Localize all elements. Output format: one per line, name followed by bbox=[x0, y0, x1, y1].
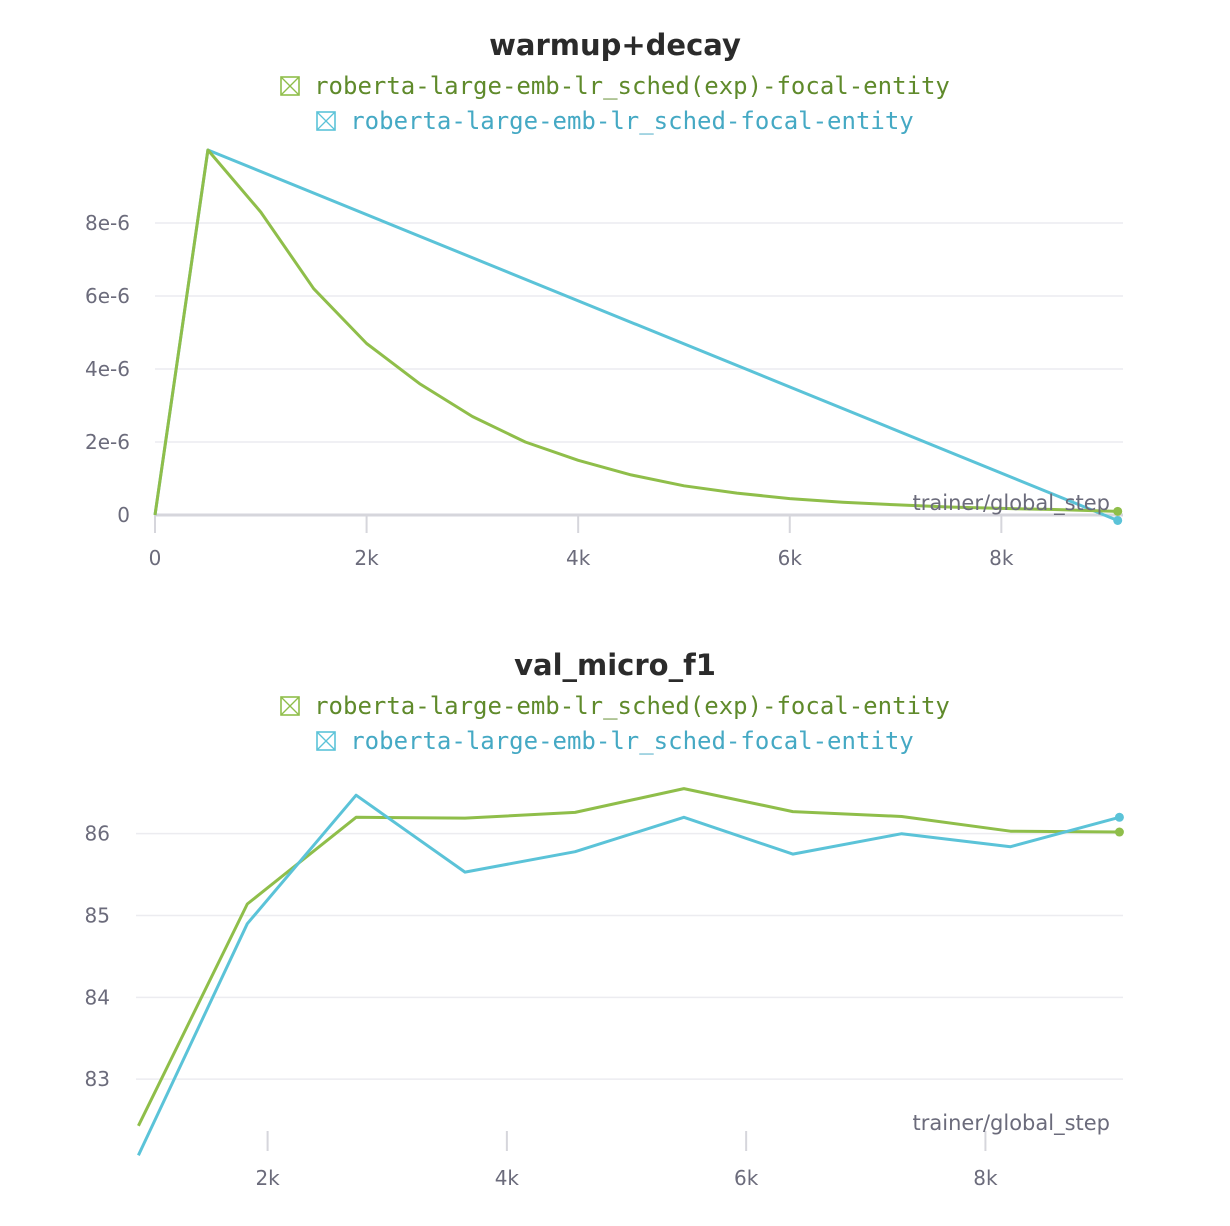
chart-panel-val-micro-f1: val_micro_f1 roberta-large-emb-lr_sched(… bbox=[0, 620, 1230, 1226]
x-tick-label: 8k bbox=[989, 546, 1014, 570]
y-tick-label: 6e-6 bbox=[85, 284, 130, 308]
legend-item-exp[interactable]: roberta-large-emb-lr_sched(exp)-focal-en… bbox=[0, 692, 1230, 720]
series-end-point bbox=[1114, 827, 1124, 837]
legend-item-exp[interactable]: roberta-large-emb-lr_sched(exp)-focal-en… bbox=[0, 72, 1230, 100]
legend-label: roberta-large-emb-lr_sched(exp)-focal-en… bbox=[314, 72, 950, 100]
chart-title: warmup+decay bbox=[489, 28, 741, 62]
chart-panel-warmup-decay: warmup+decay roberta-large-emb-lr_sched(… bbox=[0, 0, 1230, 600]
y-tick-label: 8e-6 bbox=[85, 211, 130, 235]
y-tick-label: 0 bbox=[117, 503, 130, 527]
series-line bbox=[153, 148, 1119, 522]
x-tick-label: 4k bbox=[495, 1166, 520, 1190]
y-tick-label: 86 bbox=[85, 822, 110, 846]
legend-label: roberta-large-emb-lr_sched(exp)-focal-en… bbox=[314, 692, 950, 720]
series-line bbox=[137, 787, 1120, 1127]
legend-label: roberta-large-emb-lr_sched-focal-entity bbox=[350, 727, 914, 755]
legend-toggle-icon[interactable] bbox=[316, 731, 337, 751]
x-tick-label: 2k bbox=[255, 1166, 280, 1190]
x-axis-label: trainer/global_step bbox=[913, 1111, 1110, 1136]
y-tick-label: 4e-6 bbox=[85, 357, 130, 381]
x-tick-label: 0 bbox=[149, 546, 162, 570]
series-end-point bbox=[1113, 506, 1123, 516]
plot-area[interactable]: 0 2e-6 4e-6 6e-6 8e-6 0 2k 4k 6k 8k trainer/global… bbox=[0, 0, 1230, 600]
legend-item-linear[interactable]: roberta-large-emb-lr_sched-focal-entity bbox=[0, 107, 1230, 135]
plot-area[interactable]: 83 84 85 86 2k 4k 6k 8k trainer/global_step bbox=[0, 620, 1230, 1226]
legend-toggle-icon[interactable] bbox=[280, 76, 300, 96]
x-tick-label: 4k bbox=[566, 546, 591, 570]
legend-toggle-icon[interactable] bbox=[316, 111, 337, 131]
chart-title: val_micro_f1 bbox=[514, 648, 716, 682]
legend-item-linear[interactable]: roberta-large-emb-lr_sched-focal-entity bbox=[0, 727, 1230, 755]
legend-label: roberta-large-emb-lr_sched-focal-entity bbox=[350, 107, 914, 135]
x-tick-label: 8k bbox=[973, 1166, 998, 1190]
series-line bbox=[137, 793, 1120, 1156]
x-tick-label: 2k bbox=[354, 546, 379, 570]
y-tick-label: 83 bbox=[85, 1067, 110, 1091]
y-tick-label: 84 bbox=[85, 985, 110, 1009]
x-tick-label: 6k bbox=[734, 1166, 759, 1190]
series-end-point bbox=[1114, 812, 1124, 822]
series-line bbox=[153, 148, 1118, 516]
x-axis-label: trainer/global_step bbox=[913, 491, 1110, 516]
legend-toggle-icon[interactable] bbox=[280, 696, 300, 716]
y-tick-label: 2e-6 bbox=[85, 430, 130, 454]
x-tick-label: 6k bbox=[778, 546, 803, 570]
y-tick-label: 85 bbox=[85, 903, 110, 927]
series-end-point bbox=[1113, 515, 1123, 525]
